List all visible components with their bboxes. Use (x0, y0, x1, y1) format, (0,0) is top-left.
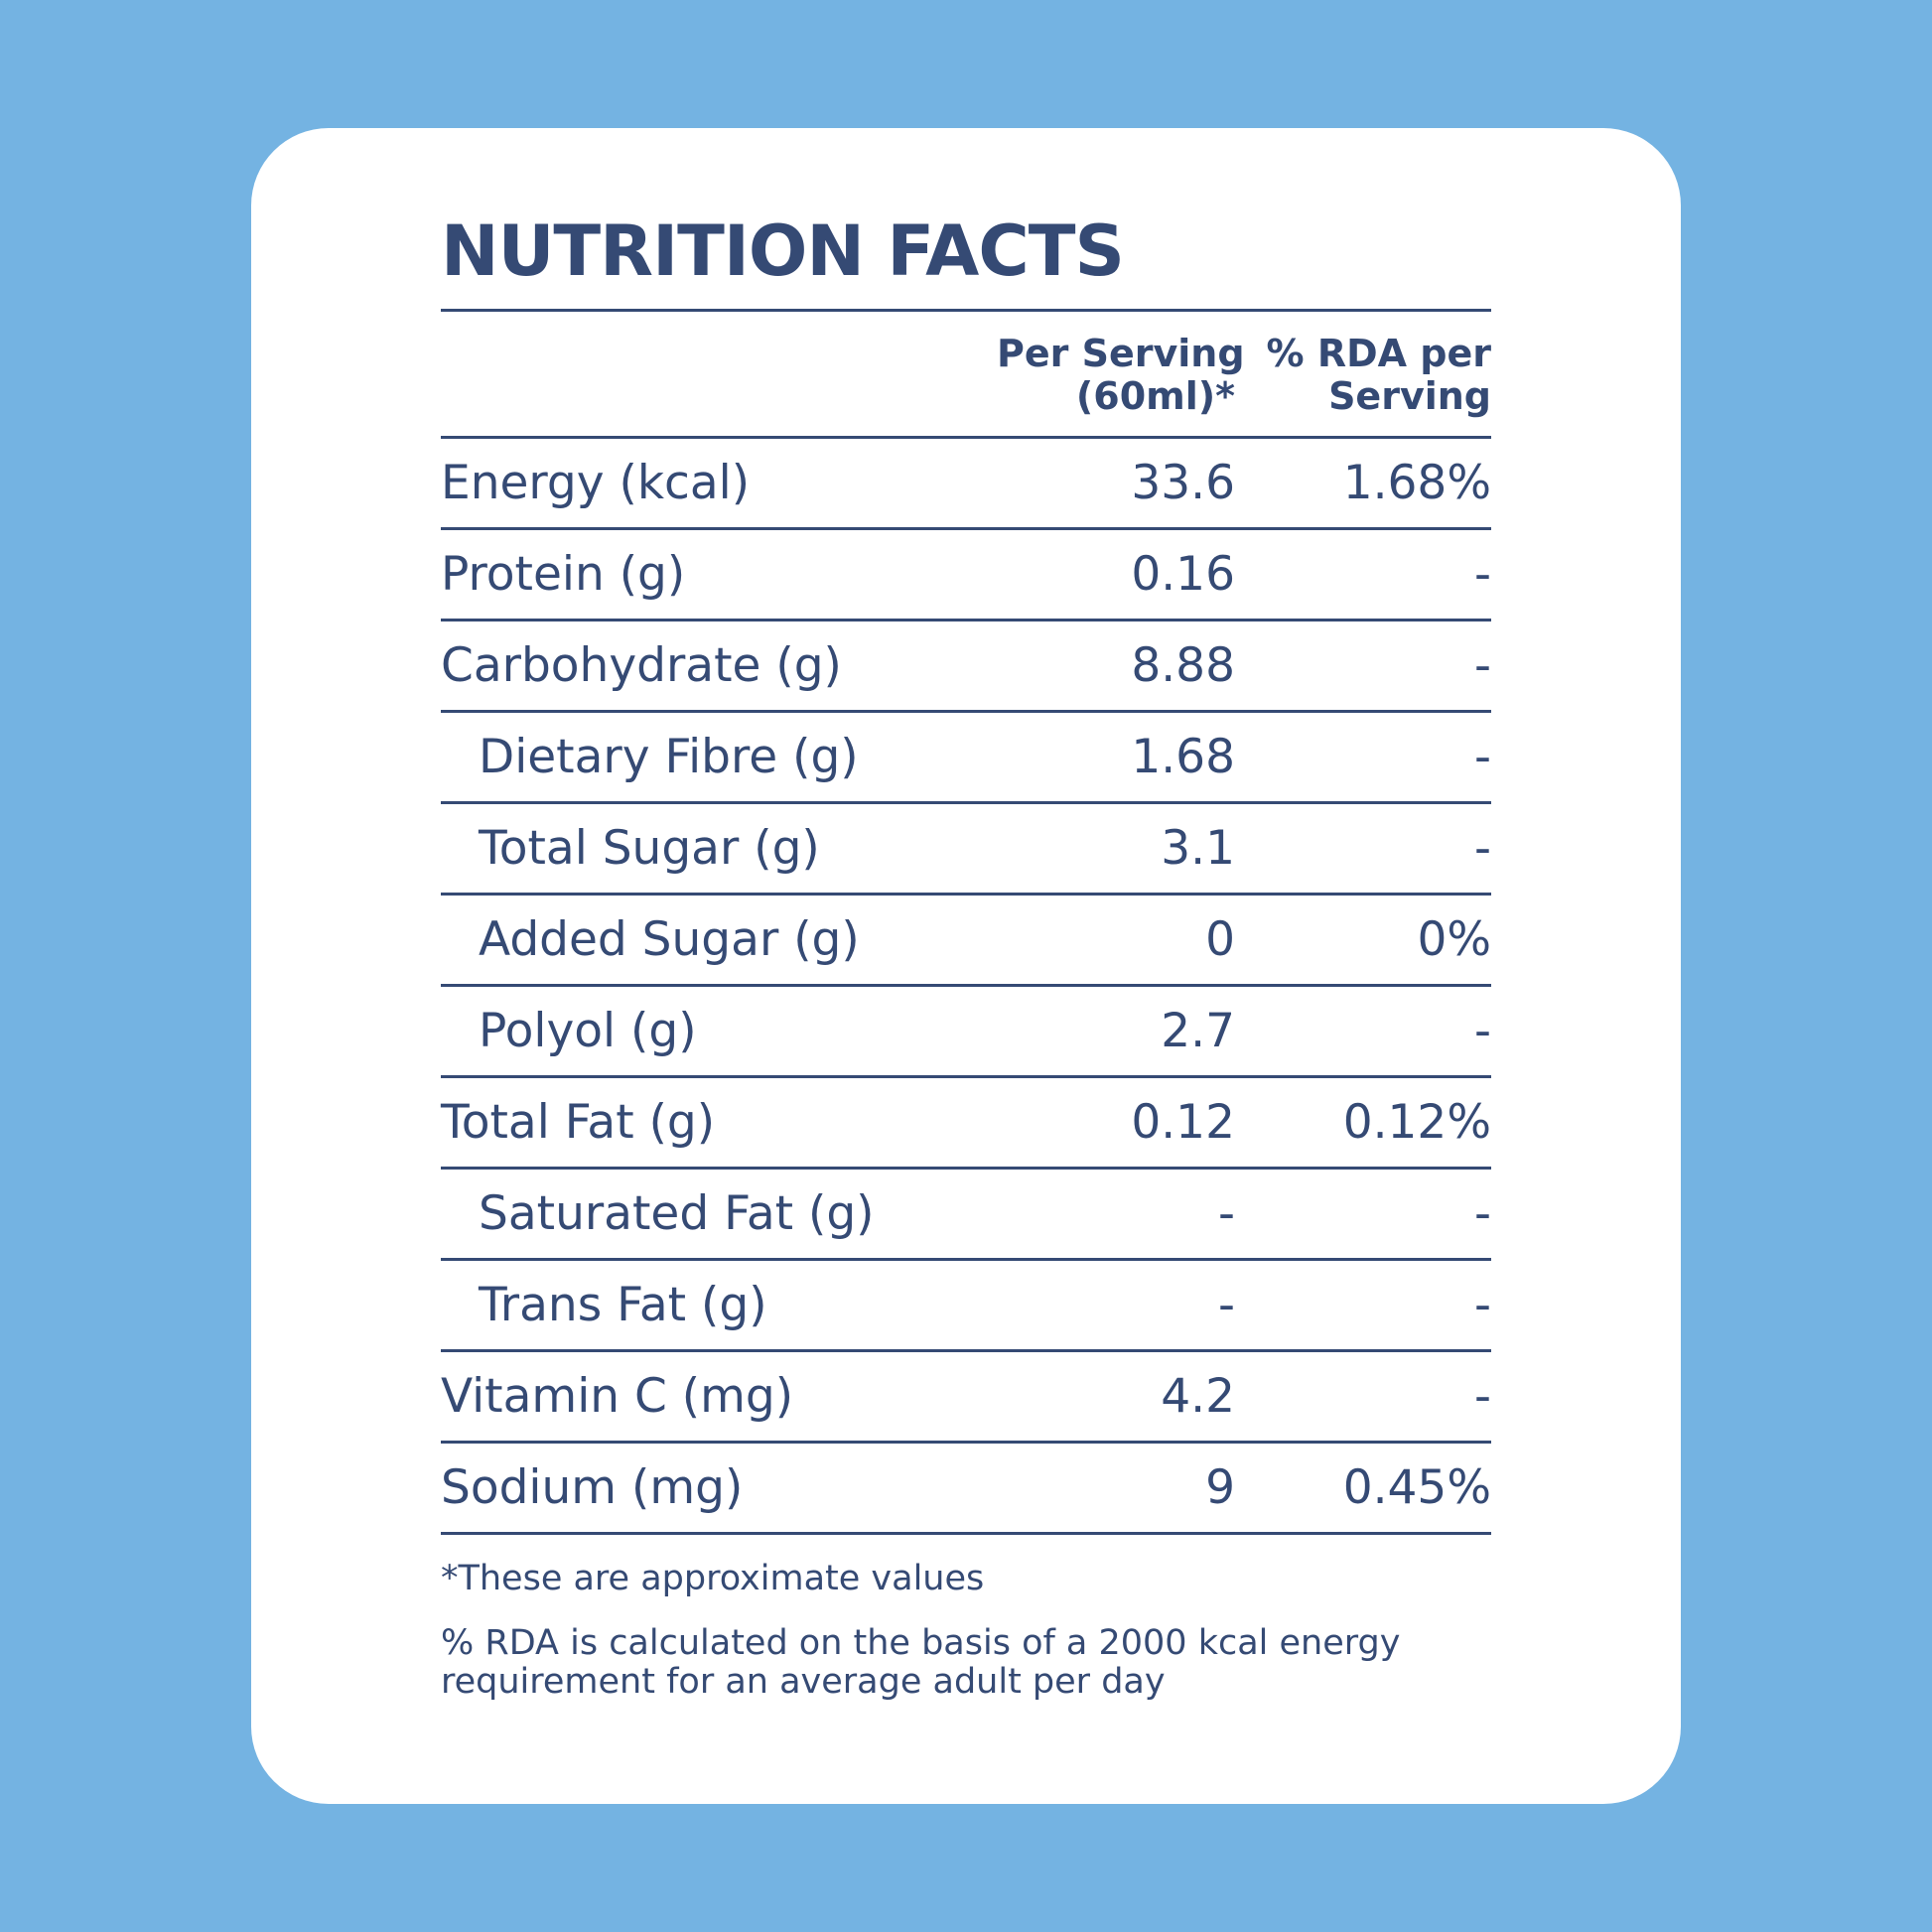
header-cell: Per Serving (60ml)* (997, 332, 1245, 436)
table-row: Sodium (mg) 9 0.45% (441, 1444, 1491, 1535)
nutrient-value: - (1474, 1369, 1491, 1424)
nutrient-value: 0.16 (1131, 547, 1235, 602)
nutrient-name: Dietary Fibre (g) (479, 730, 859, 784)
nutrient-name: Protein (g) (441, 547, 686, 602)
nutrient-name: Carbohydrate (g) (441, 638, 842, 693)
table-row: Protein (g) 0.16 - (441, 530, 1491, 621)
table-row: Polyol (g) 2.7 - (441, 987, 1491, 1078)
note-line: % RDA is calculated on the basis of a 20… (441, 1623, 1401, 1663)
nutrient-value: 9 (1205, 1460, 1235, 1515)
nutrient-value: 0 (1205, 912, 1235, 967)
table-row: Dietary Fibre (g) 1.68 - (441, 713, 1491, 804)
nutrient-name: Trans Fat (g) (479, 1278, 767, 1332)
nutrient-value: 1.68 (1131, 730, 1235, 784)
nutrient-value: - (1474, 821, 1491, 876)
note: % RDA is calculated on the basis of a 20… (441, 1624, 1400, 1702)
header-line: Per Serving (997, 332, 1245, 375)
table-row: Total Sugar (g) 3.1 - (441, 804, 1491, 896)
nutrient-value: - (1474, 1186, 1491, 1241)
table-row: Energy (kcal) 33.6 1.68% (441, 439, 1491, 530)
table-row: Carbohydrate (g) 8.88 - (441, 621, 1491, 713)
nutrient-value: 0.45% (1342, 1460, 1491, 1515)
nutrient-name: Total Sugar (g) (479, 821, 820, 876)
table-row: Vitamin C (mg) 4.2 - (441, 1352, 1491, 1444)
header-line: (60ml)* (1075, 374, 1235, 418)
header-line: Serving (1328, 374, 1491, 418)
nutrient-name: Energy (kcal) (441, 456, 751, 510)
header-row: Per Serving (60ml)*% RDA per Serving (441, 312, 1491, 439)
nutrient-value: - (1474, 638, 1491, 693)
nutrient-name: Saturated Fat (g) (479, 1186, 875, 1241)
header-cell: % RDA per Serving (1235, 333, 1491, 436)
nutrient-value: - (1218, 1278, 1235, 1332)
nutrient-value: - (1474, 730, 1491, 784)
nutrient-value: - (1474, 1004, 1491, 1058)
note-line: requirement for an average adult per day (441, 1662, 1166, 1702)
nutrient-value: 8.88 (1131, 638, 1235, 693)
card (251, 128, 1681, 1804)
nutrient-name: Added Sugar (g) (479, 912, 860, 967)
nutrient-value: 3.1 (1161, 821, 1235, 876)
table-row: Added Sugar (g) 0 0% (441, 896, 1491, 987)
title: NUTRITION FACTS (441, 210, 1125, 292)
footnote: *These are approximate values (441, 1559, 985, 1598)
table-row: Trans Fat (g) - - (441, 1261, 1491, 1352)
header-line: % RDA per (1266, 332, 1491, 375)
nutrient-value: - (1474, 547, 1491, 602)
nutrient-name: Polyol (g) (479, 1004, 697, 1058)
nutrient-value: 1.68% (1342, 456, 1491, 510)
nutrient-value: 0.12 (1131, 1095, 1235, 1150)
table-row: Saturated Fat (g) - - (441, 1170, 1491, 1261)
nutrient-value: 4.2 (1161, 1369, 1235, 1424)
table-row: Total Fat (g) 0.12 0.12% (441, 1078, 1491, 1170)
nutrient-name: Vitamin C (mg) (441, 1369, 794, 1424)
nutrient-value: 0% (1417, 912, 1491, 967)
nutrient-value: 2.7 (1161, 1004, 1235, 1058)
nutrient-value: - (1474, 1278, 1491, 1332)
nutrient-name: Sodium (mg) (441, 1460, 744, 1515)
nutrition-table: Per Serving (60ml)*% RDA per Serving Energy… (441, 309, 1491, 1535)
nutrient-value: 0.12% (1342, 1095, 1491, 1150)
nutrient-value: - (1218, 1186, 1235, 1241)
nutrient-name: Total Fat (g) (441, 1095, 716, 1150)
nutrient-value: 33.6 (1131, 456, 1235, 510)
